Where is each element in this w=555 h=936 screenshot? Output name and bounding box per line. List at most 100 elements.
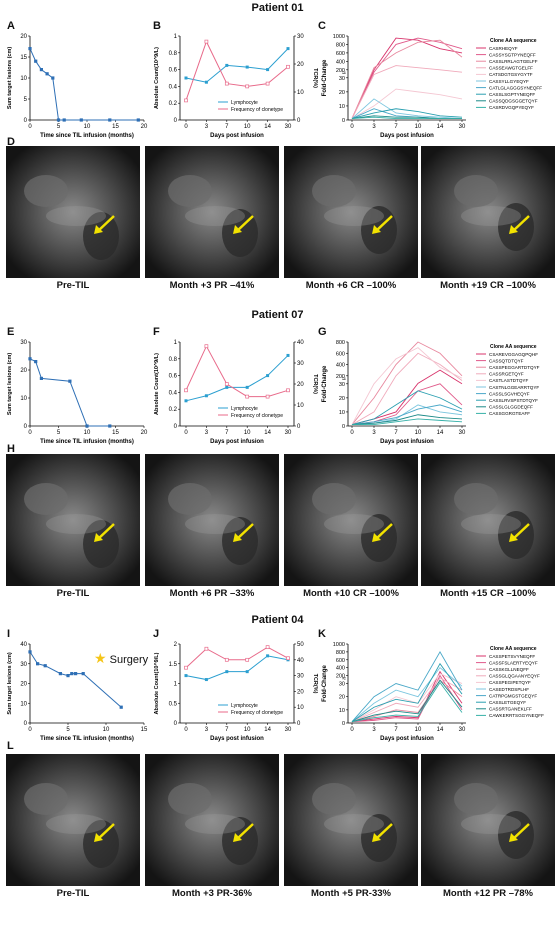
mri-image — [421, 146, 555, 278]
arrow-head-icon — [372, 225, 381, 234]
y-right-tick-label: 20 — [297, 62, 304, 68]
x-tick-label: 30 — [285, 727, 292, 733]
arrow-head-icon — [94, 533, 103, 542]
x-tick-label: 10 — [84, 430, 91, 436]
series-line — [29, 48, 139, 121]
legend-label: CASRDVGQPYEQYF — [489, 105, 534, 110]
patient-title-04: Patient 04 — [251, 614, 304, 626]
y-tick-label: 0.8 — [169, 357, 178, 363]
y-tick-label: 30 — [339, 76, 345, 82]
series-line — [351, 679, 463, 723]
legend-label: CASSGGRGTEAFF — [489, 411, 530, 416]
arrow-head-icon — [509, 533, 518, 542]
data-point — [225, 63, 229, 67]
mri-caption: Month +12 PR –78% — [442, 888, 533, 899]
x-tick-label: 0 — [184, 727, 188, 733]
panel-label-k: K — [318, 628, 326, 640]
mri-caption: Month +10 CR –100% — [303, 588, 399, 599]
x-tick-label: 30 — [285, 124, 292, 130]
series-line — [185, 40, 289, 101]
y-axis-label: Fold-Change — [322, 365, 328, 402]
series-line — [351, 414, 463, 426]
arrow-indicator — [375, 823, 393, 840]
y-tick-label: 0.8 — [169, 51, 178, 57]
x-tick-label: 0 — [350, 430, 354, 436]
chart-p01-sum-lesions: 0 5 10 15 20 0 5 10 15 20 Time since TIL infusion … — [7, 34, 148, 139]
arrow-head-icon — [233, 833, 242, 842]
arrow-indicator — [97, 823, 115, 840]
chart-p07-sum-lesions: 0 10 20 30 0 5 10 15 20 Time since TIL infusion (… — [7, 340, 148, 445]
legend-label: CASSYSGTPYNEQFF — [489, 52, 536, 57]
x-tick-label: 5 — [66, 727, 70, 733]
y-tick-label: 30 — [20, 662, 27, 668]
y-tick-label: 20 — [339, 695, 345, 701]
x-tick-label: 0 — [28, 727, 32, 733]
y-tick-label: 200 — [336, 68, 345, 74]
series-line — [351, 352, 463, 425]
mri-image — [6, 754, 140, 886]
data-point — [286, 353, 290, 357]
series-line — [351, 108, 463, 120]
panel-label-j: J — [153, 628, 160, 640]
y-tick-label: 30 — [339, 382, 345, 388]
data-point — [39, 68, 43, 72]
mri-caption: Month +6 PR –33% — [169, 588, 255, 599]
y-tick-label: 0 — [24, 424, 28, 430]
x-axis-label: Days post infusion — [380, 736, 434, 742]
y-tick-label: 1.5 — [169, 662, 178, 668]
y-right-tick-label: 50 — [297, 642, 304, 648]
legend-label: CASSLGLGGDEQFF — [489, 405, 533, 410]
mri-scan-graphic — [145, 754, 279, 886]
mri-caption: Month +6 CR –100% — [305, 280, 397, 291]
series-line — [352, 418, 463, 426]
legend-label: CASSPEGGARTDTQYF — [489, 365, 540, 370]
y-tick-label: 800 — [336, 42, 345, 48]
panel-label-l: L — [7, 740, 14, 752]
x-tick-label: 3 — [372, 430, 376, 436]
x-tick-label: 7 — [394, 430, 398, 436]
x-tick-label: 30 — [285, 430, 292, 436]
data-point — [245, 84, 250, 89]
y-tick-label: 600 — [336, 658, 345, 664]
arrow-indicator — [375, 523, 393, 540]
y-tick-label: 0 — [24, 721, 28, 727]
mri-caption: Month +15 CR –100% — [440, 588, 536, 599]
y-right-tick-label: 10 — [297, 403, 304, 409]
arrow-indicator — [375, 215, 393, 232]
mri-image — [6, 454, 140, 586]
x-tick-label: 0 — [184, 124, 188, 130]
legend-title: Clone AA sequence — [490, 38, 537, 44]
data-point — [286, 47, 290, 51]
data-point — [204, 344, 209, 349]
y-right-axis-label: TCR(%) — [312, 68, 318, 88]
x-tick-label: 10 — [415, 727, 422, 733]
data-point — [245, 670, 249, 674]
series-line — [351, 116, 462, 120]
data-point — [184, 665, 188, 670]
legend-label: Frequency of clonetype — [231, 107, 283, 113]
y-tick-label: 10 — [339, 104, 345, 110]
series-line — [351, 39, 463, 119]
y-tick-label: 0.6 — [169, 68, 178, 74]
arrow-indicator — [236, 823, 254, 840]
arrow-indicator — [512, 215, 530, 232]
series-line — [351, 347, 463, 425]
panel-label-a: A — [7, 20, 15, 32]
legend-label: CSAREVGGAGQPQHF — [489, 352, 538, 357]
panel-label-b: B — [153, 20, 161, 32]
y-axis-label: Fold-Change — [322, 59, 328, 96]
chart-p04-sum-lesions: 0 10 20 30 40 0 5 10 15 Time since TIL infusion (… — [7, 642, 148, 742]
y-tick-label: 0 — [342, 424, 345, 430]
mri-caption: Month +19 CR –100% — [440, 280, 536, 291]
y-tick-label: 5 — [24, 97, 28, 103]
y-axis-label: Sum target lesions (cm) — [7, 652, 13, 715]
y-tick-label: 0.5 — [169, 701, 178, 707]
series-line — [185, 646, 289, 669]
y-tick-label: 20 — [339, 90, 345, 96]
data-point — [43, 664, 47, 668]
y-axis-label: Fold-Change — [322, 665, 328, 702]
panel-label-g: G — [318, 326, 327, 338]
x-tick-label: 0 — [28, 124, 32, 130]
data-point — [108, 424, 112, 428]
